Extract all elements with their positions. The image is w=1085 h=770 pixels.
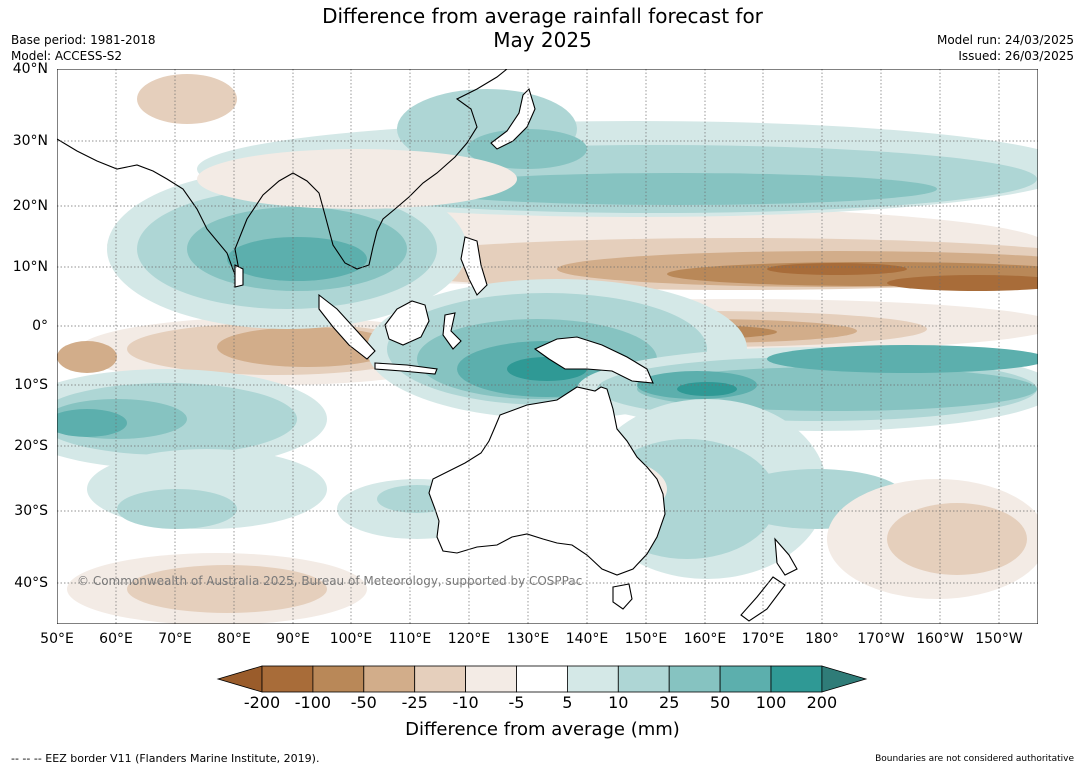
y-tick-label: 40°N xyxy=(12,61,48,77)
x-tick-label: 160°E xyxy=(683,631,727,647)
y-tick-label: 10°S xyxy=(14,377,48,393)
anomaly-contour xyxy=(197,149,517,209)
x-tick-label: 100°E xyxy=(329,631,373,647)
x-tick-label: 80°E xyxy=(217,631,251,647)
y-tick-label: 40°S xyxy=(14,575,48,591)
sulawesi-coast xyxy=(442,312,462,350)
copyright-notice: © Commonwealth of Australia 2025, Bureau… xyxy=(77,574,583,588)
x-tick-label: 150°W xyxy=(975,631,1023,647)
colorbar-swatch xyxy=(617,665,670,693)
graticule xyxy=(57,69,1038,624)
y-tick-label: 0° xyxy=(32,318,48,334)
anomaly-contour xyxy=(767,263,907,275)
japan-coast xyxy=(490,87,536,150)
issued-date: Issued: 26/03/2025 xyxy=(958,49,1074,63)
x-tick-label: 70°E xyxy=(158,631,192,647)
y-tick-label: 10°N xyxy=(12,259,48,275)
colorbar-tick-label: 25 xyxy=(659,693,680,712)
colorbar-over-arrow xyxy=(821,665,868,693)
new-guinea-coast xyxy=(533,336,654,384)
colorbar-tick-label: 10 xyxy=(608,693,629,712)
anomaly-contour xyxy=(887,275,1038,291)
chart-title: Difference from average rainfall forecas… xyxy=(0,4,1085,52)
model-run: Model run: 24/03/2025 xyxy=(936,33,1074,47)
title-line-1: Difference from average rainfall forecas… xyxy=(322,4,763,28)
x-tick-label: 90°E xyxy=(276,631,310,647)
anomaly-contour xyxy=(57,409,127,437)
x-tick-label: 150°E xyxy=(624,631,668,647)
colorbar-tick-label: -50 xyxy=(350,693,377,712)
anomaly-contour xyxy=(417,173,937,205)
x-tick-label: 50°E xyxy=(40,631,74,647)
x-tick-label: 170°E xyxy=(741,631,785,647)
x-tick-label: 110°E xyxy=(388,631,432,647)
colorbar-swatch xyxy=(719,665,772,693)
colorbar-swatch xyxy=(770,665,823,693)
colorbar-label: Difference from average (mm) xyxy=(405,719,680,740)
anomaly-contour xyxy=(887,503,1027,575)
coastlines xyxy=(57,69,798,622)
colorbar-swatch xyxy=(465,665,517,693)
x-tick-label: 130°E xyxy=(506,631,550,647)
anomaly-contour xyxy=(117,489,237,529)
philippines-coast xyxy=(460,236,488,296)
eez-border-note: -- -- -- EEZ border V11 (Flanders Marine… xyxy=(11,752,320,765)
x-tick-label: 170°W xyxy=(857,631,905,647)
y-tick-label: 30°S xyxy=(14,503,48,519)
colorbar-tick-label: 100 xyxy=(755,693,787,712)
meta-right: Model run: 24/03/2025 Issued: 26/03/2025 xyxy=(937,32,1074,64)
colorbar-swatch xyxy=(516,665,568,693)
colorbar xyxy=(216,665,868,693)
title-line-2: May 2025 xyxy=(493,28,592,52)
anomaly-contour xyxy=(137,74,237,124)
sri-lanka-coast xyxy=(234,264,244,288)
borneo-coast xyxy=(384,300,430,346)
colorbar-swatch xyxy=(363,665,416,693)
colorbar-swatch xyxy=(414,665,467,693)
nz-north-island xyxy=(774,537,798,576)
sumatra-coast xyxy=(318,293,376,360)
colorbar-tick-label: 200 xyxy=(806,693,838,712)
anomaly-contour xyxy=(227,237,367,281)
colorbar-swatch xyxy=(668,665,721,693)
anomaly-contour xyxy=(127,565,327,613)
anomaly-contour xyxy=(57,341,117,373)
colorbar-tick-label: -10 xyxy=(452,693,479,712)
australia-coast xyxy=(428,386,666,576)
y-tick-label: 20°S xyxy=(14,438,48,454)
x-tick-label: 60°E xyxy=(99,631,133,647)
colorbar-tick-label: -100 xyxy=(294,693,332,712)
y-tick-label: 20°N xyxy=(12,198,48,214)
x-tick-label: 120°E xyxy=(447,631,491,647)
rainfall-anomaly-map xyxy=(57,69,1038,624)
x-tick-label: 180° xyxy=(805,631,839,647)
colorbar-swatch xyxy=(312,665,365,693)
colorbar-tick-label: -200 xyxy=(243,693,281,712)
x-tick-label: 160°W xyxy=(916,631,964,647)
colorbar-tick-label: 5 xyxy=(562,693,573,712)
asia-mainland-coast xyxy=(57,69,508,283)
base-period: Base period: 1981-2018 xyxy=(11,33,156,47)
colorbar-swatch xyxy=(261,665,314,693)
tasmania-coast xyxy=(612,583,633,610)
colorbar-tick-label: -25 xyxy=(401,693,428,712)
colorbar-under-arrow xyxy=(216,665,263,693)
x-tick-label: 140°E xyxy=(565,631,609,647)
colorbar-swatch xyxy=(567,665,619,693)
boundaries-disclaimer: Boundaries are not considered authoritat… xyxy=(875,754,1074,764)
colorbar-swatches xyxy=(216,665,868,693)
model-name: Model: ACCESS-S2 xyxy=(11,49,123,63)
anomaly-contour xyxy=(767,345,1038,373)
colorbar-tick-label: 50 xyxy=(709,693,731,712)
meta-left: Base period: 1981-2018 Model: ACCESS-S2 xyxy=(11,32,156,64)
anomaly-contour xyxy=(677,382,737,396)
y-tick-label: 30°N xyxy=(12,133,48,149)
java-coast xyxy=(374,362,438,375)
colorbar-tick-label: -5 xyxy=(508,693,525,712)
